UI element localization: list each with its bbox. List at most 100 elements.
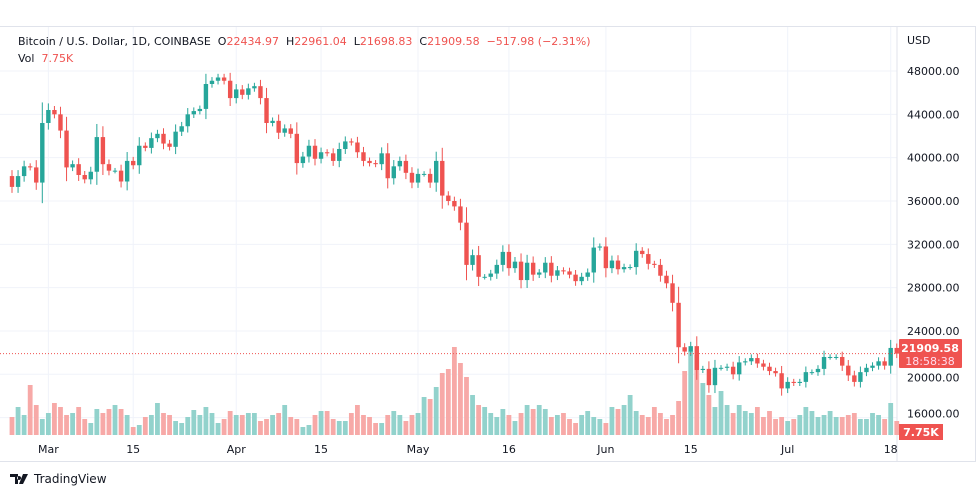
volume-bar <box>700 383 706 435</box>
candle-body <box>421 173 427 175</box>
volume-bar <box>555 415 560 435</box>
candle-body <box>70 164 75 168</box>
volume-bar <box>173 421 179 435</box>
open-label: O <box>217 35 227 48</box>
candle-body <box>21 166 27 177</box>
date-tick-label: 16 <box>502 443 516 456</box>
volume-bar <box>736 405 742 435</box>
candle-body <box>724 366 730 368</box>
volume-bar <box>203 407 209 435</box>
candle-body <box>603 246 609 269</box>
candle-body <box>124 160 130 182</box>
volume-bar <box>88 423 94 435</box>
volume-bar <box>779 417 785 435</box>
volume-bar <box>161 413 166 435</box>
candle-body <box>337 148 342 161</box>
candle-body <box>288 128 293 134</box>
volume-bar <box>215 423 221 435</box>
volume-bar <box>567 419 572 435</box>
volume-bar <box>470 395 475 435</box>
candle-body <box>712 367 718 386</box>
volume-bar <box>730 413 736 435</box>
volume-bar <box>118 409 124 435</box>
volume-bar <box>851 413 857 435</box>
candle-body <box>343 141 348 149</box>
volume-bar <box>270 415 275 435</box>
candle-body <box>627 267 633 269</box>
volume-bar <box>100 413 106 435</box>
candle-body <box>179 126 184 132</box>
current-price-value: 21909.58 <box>901 342 959 355</box>
candle-body <box>633 250 639 268</box>
date-tick-label: 15 <box>314 443 328 456</box>
volume-bar <box>318 411 324 435</box>
candle-body <box>88 171 93 180</box>
symbol-title[interactable]: Bitcoin / U.S. Dollar, 1D, COINBASE <box>18 35 211 48</box>
volume-bar <box>506 415 512 435</box>
volume-bar <box>494 417 500 435</box>
candle-body <box>676 302 681 348</box>
chart-pane[interactable] <box>0 26 976 462</box>
candle-body <box>246 88 251 95</box>
candle-body <box>573 274 578 282</box>
price-tick-label: 40000.00 <box>907 152 960 165</box>
candle-body <box>373 163 378 165</box>
volume-bar <box>409 415 415 435</box>
volume-bar <box>597 419 603 435</box>
candle-body <box>258 86 263 99</box>
candle-body <box>409 172 415 183</box>
volume-bar <box>615 409 621 435</box>
volume-bar <box>688 351 694 435</box>
candle-body <box>52 109 57 115</box>
countdown-timer: 18:58:38 <box>905 355 954 368</box>
volume-bar <box>561 413 566 435</box>
candlestick-chart[interactable]: 48000.00 44000.00 40000.00 36000.00 32000.00… <box>0 0 979 470</box>
volume-bar <box>530 409 536 435</box>
volume-bar <box>355 405 360 435</box>
volume-bar <box>712 407 718 435</box>
candle-body <box>833 356 839 358</box>
volume-bar <box>797 415 803 435</box>
volume-bar <box>785 421 791 435</box>
volume-bar <box>718 391 724 435</box>
candle-body <box>749 358 754 362</box>
volume-bar <box>773 419 778 435</box>
candle-body <box>737 362 742 375</box>
volume-bar <box>76 407 82 435</box>
candle-body <box>718 367 724 369</box>
candle-body <box>882 361 887 366</box>
volume-bar <box>458 363 463 435</box>
volume-bar <box>15 407 21 435</box>
candle-body <box>500 251 506 265</box>
candle-body <box>452 200 457 207</box>
high-value: 22961.04 <box>294 35 347 48</box>
candle-body <box>700 368 706 370</box>
volume-bar <box>888 403 894 435</box>
volume-bar <box>112 405 118 435</box>
candle-body <box>821 356 827 369</box>
price-tick-label: 36000.00 <box>907 195 960 208</box>
volume-bar <box>403 421 409 435</box>
candle-body <box>173 131 178 147</box>
volume-bar <box>58 407 63 435</box>
volume-bar <box>724 405 730 435</box>
volume-bar <box>627 395 633 435</box>
candle-body <box>482 276 487 278</box>
currency-label: USD <box>907 34 931 47</box>
tradingview-logo[interactable]: TradingView <box>10 472 107 486</box>
time-axis[interactable]: Mar 15 Apr 15 May 16 Jun 15 Jul 18 <box>38 443 898 456</box>
volume-bar <box>573 423 578 435</box>
candle-body <box>506 251 512 269</box>
volume-bar <box>155 403 160 435</box>
candle-body <box>397 160 403 167</box>
open-value: 22434.97 <box>226 35 279 48</box>
candle-body <box>27 166 33 168</box>
price-axis[interactable]: 48000.00 44000.00 40000.00 36000.00 32000.00… <box>907 65 960 421</box>
volume-bar <box>282 405 288 435</box>
volume-bar <box>191 410 197 435</box>
candle-body <box>282 128 287 133</box>
current-volume-label: 7.75K <box>899 424 943 440</box>
volume-bar <box>476 405 482 435</box>
price-tick-label: 48000.00 <box>907 65 960 78</box>
volume-bar <box>451 347 457 435</box>
